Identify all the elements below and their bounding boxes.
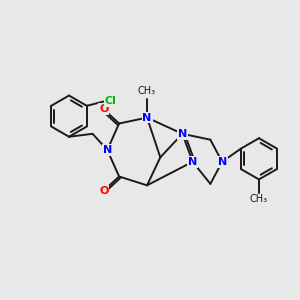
Text: N: N — [178, 129, 187, 139]
Text: N: N — [142, 112, 152, 123]
Text: N: N — [188, 157, 197, 167]
Text: N: N — [103, 145, 112, 155]
Text: Cl: Cl — [104, 96, 116, 106]
Text: O: O — [99, 186, 109, 196]
Text: O: O — [99, 104, 109, 114]
Text: N: N — [218, 157, 227, 167]
Text: CH₃: CH₃ — [250, 194, 268, 205]
Text: CH₃: CH₃ — [138, 86, 156, 96]
